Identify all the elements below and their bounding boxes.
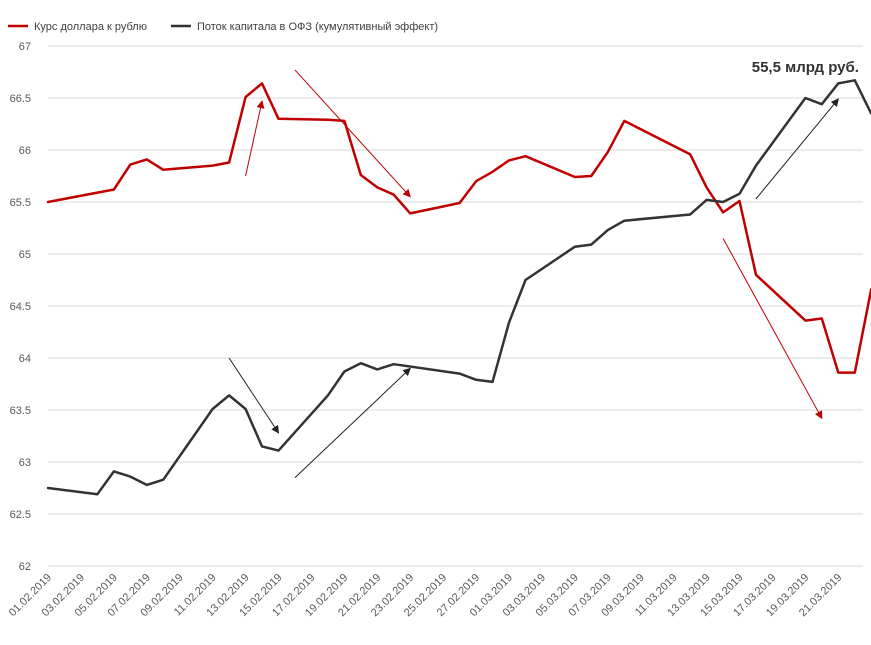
usd-rub-rate-line <box>46 82 871 374</box>
trend-arrows <box>228 69 839 478</box>
dark-trend-arrow <box>755 98 839 200</box>
legend-label: Поток капитала в ОФЗ (кумулятивный эффек… <box>197 21 438 33</box>
gridlines <box>48 45 863 567</box>
x-axis-ticks: 01.02.201903.02.201905.02.201907.02.2019… <box>7 572 845 619</box>
y-tick-label: 67 <box>19 41 31 53</box>
red-trend-arrow <box>245 100 265 177</box>
annotation-label: 55,5 млрд руб. <box>752 59 859 76</box>
y-tick-label: 64 <box>19 353 31 365</box>
dark-trend-arrow <box>228 357 280 434</box>
series-lines <box>46 79 871 496</box>
y-tick-label: 66 <box>19 145 31 157</box>
annotations: 55,5 млрд руб. <box>752 59 859 76</box>
y-axis-ticks: 62 62.5 63 63.5 64 64.5 65 65.5 66 66.5 67 <box>10 41 31 573</box>
y-tick-label: 63.5 <box>10 405 31 417</box>
y-tick-label: 65 <box>19 249 31 261</box>
y-tick-label: 64.5 <box>10 301 31 313</box>
red-trend-arrow <box>294 69 411 198</box>
legend: Курс доллара к рублю Поток капитала в ОФЗ… <box>8 21 438 33</box>
y-tick-label: 62.5 <box>10 509 31 521</box>
ofz-capital-flow-line <box>46 79 871 496</box>
y-tick-label: 65.5 <box>10 197 31 209</box>
red-trend-arrow <box>722 238 823 420</box>
y-tick-label: 62 <box>19 561 31 573</box>
y-tick-label: 63 <box>19 457 31 469</box>
legend-label: Курс доллара к рублю <box>34 21 147 33</box>
dark-trend-arrow <box>294 367 411 478</box>
y-tick-label: 66.5 <box>10 93 31 105</box>
